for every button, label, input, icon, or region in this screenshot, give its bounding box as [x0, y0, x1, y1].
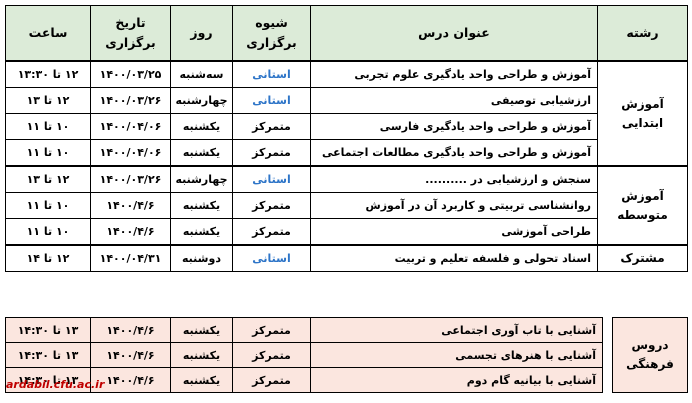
row: آموزش و طراحی واحد یادگیری مطالعات اجتما…	[5, 139, 688, 167]
cell: آموزش و طراحی واحد یادگیری علوم تجربی	[310, 60, 598, 88]
cell: آشنایی با تاب آوری اجتماعی	[310, 317, 603, 343]
cell: آموزش و طراحی واحد یادگیری فارسی	[310, 113, 598, 140]
header-cell: ساعت	[5, 5, 91, 62]
cell: ۱۳ تا ۱۴:۳۰	[5, 367, 91, 393]
cell: متمرکز	[232, 192, 311, 219]
gap	[602, 317, 613, 393]
cell: متمرکز	[232, 317, 311, 343]
header-cell: شیوه برگزاری	[232, 5, 311, 62]
cell: متمرکز	[232, 218, 311, 246]
row: آشنایی با هنرهای تجسمی متمرکز یکشنبه ۱۴۰۰/۴…	[5, 342, 688, 368]
cell: اسناد تحولی و فلسفه تعلیم و تربیت	[310, 244, 598, 272]
culture-table: دروس فرهنگی آشنایی با تاب آوری اجتماعی متم…	[5, 317, 688, 393]
cell: ۱۴۰۰/۰۴/۳۱	[90, 244, 171, 272]
row: روانشناسی تربیتی و کاربرد آن در آموزش متم…	[5, 192, 688, 219]
cell: ۱۴۰۰/۴/۶	[90, 192, 171, 219]
cell: ۱۴۰۰/۴/۶	[90, 218, 171, 246]
cell: سنجش و ارزشیابی در ..........	[310, 165, 598, 193]
schedule-table: رشته عنوان درس شیوه برگزاری روز تاریخ برگزار…	[5, 5, 688, 272]
cell: ۱۴۰۰/۰۳/۲۶	[90, 87, 171, 114]
row: ارزشیابی توصیفی استانی چهارشنبه ۱۴۰۰/۰۳/۲۶ ۱…	[5, 87, 688, 114]
cell: چهارشنبه	[170, 87, 233, 114]
row: دروس فرهنگی آشنایی با تاب آوری اجتماعی متم…	[5, 317, 688, 393]
cell: روانشناسی تربیتی و کاربرد آن در آموزش	[310, 192, 598, 219]
cell: ارزشیابی توصیفی	[310, 87, 598, 114]
cell: ۱۴۰۰/۴/۶	[90, 342, 171, 368]
group-name: آموزش متوسطه	[597, 165, 688, 246]
watermark: ardabil.cfu.ac.ir	[6, 378, 105, 391]
cell: ۱۳ تا ۱۴:۳۰	[5, 317, 91, 343]
cell: دوشنبه	[170, 244, 233, 272]
cell: آشنایی با بیانیه گام دوم	[310, 367, 603, 393]
cell: ۱۳ تا ۱۴:۳۰	[5, 342, 91, 368]
cell: متمرکز	[232, 342, 311, 368]
cell: متمرکز	[232, 367, 311, 393]
row: آموزش و طراحی واحد یادگیری فارسی متمرکز یک…	[5, 113, 688, 140]
cell: یکشنبه	[170, 139, 233, 167]
cell: ۱۲ تا ۱۳	[5, 87, 91, 114]
cell: یکشنبه	[170, 317, 233, 343]
cell: متمرکز	[232, 113, 311, 140]
cell: آشنایی با هنرهای تجسمی	[310, 342, 603, 368]
cell: آموزش و طراحی واحد یادگیری مطالعات اجتما…	[310, 139, 598, 167]
row: آموزش ابتدایی آموزش و طراحی واحد یادگیری …	[5, 60, 688, 167]
group: آموزش ابتدایی آموزش و طراحی واحد یادگیری …	[5, 60, 688, 167]
cell: یکشنبه	[170, 192, 233, 219]
cell: ۱۴۰۰/۰۳/۲۶	[90, 165, 171, 193]
group: مشترک اسناد تحولی و فلسفه تعلیم و تربیت اس…	[5, 244, 688, 272]
header-row: رشته عنوان درس شیوه برگزاری روز تاریخ برگزار…	[5, 5, 688, 62]
header-cell: روز	[170, 5, 233, 62]
group: آموزش متوسطه سنجش و ارزشیابی در .........…	[5, 165, 688, 246]
group-name: مشترک	[597, 244, 688, 272]
cell: ۱۴۰۰/۴/۶	[90, 317, 171, 343]
header-cell: تاریخ برگزاری	[90, 5, 171, 62]
cell: طراحی آموزشی	[310, 218, 598, 246]
cell: استانی	[232, 87, 311, 114]
cell: سه‌شنبه	[170, 60, 233, 88]
cell: یکشنبه	[170, 342, 233, 368]
cell: متمرکز	[232, 139, 311, 167]
cell: استانی	[232, 244, 311, 272]
cell: ۱۰ تا ۱۱	[5, 218, 91, 246]
cell: ۱۲ تا ۱۴	[5, 244, 91, 272]
cell: استانی	[232, 60, 311, 88]
row: آشنایی با بیانیه گام دوم متمرکز یکشنبه ۱۴۰۰…	[5, 367, 688, 393]
group-name: آموزش ابتدایی	[597, 60, 688, 167]
cell: ۱۰ تا ۱۱	[5, 192, 91, 219]
cell: ۱۴۰۰/۰۴/۰۶	[90, 113, 171, 140]
cell: ۱۲ تا ۱۳:۳۰	[5, 60, 91, 88]
cell: یکشنبه	[170, 218, 233, 246]
cell: ۱۰ تا ۱۱	[5, 113, 91, 140]
cell: استانی	[232, 165, 311, 193]
row: طراحی آموزشی متمرکز یکشنبه ۱۴۰۰/۴/۶ ۱۰ تا ۱۱	[5, 218, 688, 246]
cell: یکشنبه	[170, 367, 233, 393]
header-cell: رشته	[597, 5, 688, 62]
group-name: دروس فرهنگی	[612, 317, 688, 393]
row: مشترک اسناد تحولی و فلسفه تعلیم و تربیت اس…	[5, 244, 688, 272]
cell: ۱۴۰۰/۴/۶	[90, 367, 171, 393]
cell: ۱۴۰۰/۰۳/۲۵	[90, 60, 171, 88]
header-cell: عنوان درس	[310, 5, 598, 62]
row: آموزش متوسطه سنجش و ارزشیابی در .........…	[5, 165, 688, 246]
cell: یکشنبه	[170, 113, 233, 140]
cell: ۱۰ تا ۱۱	[5, 139, 91, 167]
cell: ۱۴۰۰/۰۴/۰۶	[90, 139, 171, 167]
cell: چهارشنبه	[170, 165, 233, 193]
cell: ۱۲ تا ۱۳	[5, 165, 91, 193]
